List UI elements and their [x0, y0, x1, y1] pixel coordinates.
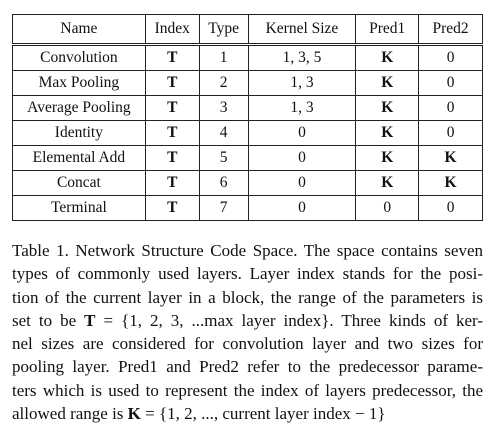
cell-pred2: 0 — [418, 195, 483, 221]
header-index: Index — [144, 14, 200, 46]
cell-kernel-size: 1, 3 — [247, 95, 357, 121]
caption-line: ters which is used to represent the inde… — [12, 380, 483, 400]
cell-index: T — [144, 145, 200, 171]
header-pred1: Pred1 — [355, 14, 420, 46]
table-row: Elemental Add T 5 0 K K — [12, 145, 483, 171]
caption-line: tion of the current layer in a block, th… — [12, 287, 483, 307]
cell-type: 5 — [198, 145, 249, 171]
cell-index: T — [144, 170, 200, 196]
table-row: Convolution T 1 1, 3, 5 K 0 — [12, 44, 483, 71]
table-row: Terminal T 7 0 0 0 — [12, 195, 483, 221]
cell-kernel-size: 0 — [247, 145, 357, 171]
cell-kernel-size: 1, 3 — [247, 70, 357, 96]
header-type: Type — [198, 14, 249, 46]
cell-index: T — [144, 70, 200, 96]
math-symbol-t: T — [84, 310, 96, 330]
cell-kernel-size: 1, 3, 5 — [247, 44, 357, 71]
cell-type: 2 — [198, 70, 249, 96]
cell-kernel-size: 0 — [247, 120, 357, 146]
cell-pred2: 0 — [418, 70, 483, 96]
caption-text: allowed range is — [12, 404, 128, 424]
cell-name: Identity — [12, 120, 146, 146]
cell-pred2: K — [418, 145, 483, 171]
cell-index: T — [144, 195, 200, 221]
cell-name: Max Pooling — [12, 70, 146, 96]
cell-pred1: K — [355, 70, 420, 96]
table-row: Concat T 6 0 K K — [12, 170, 483, 196]
table-row: Identity T 4 0 K 0 — [12, 120, 483, 146]
cell-name: Elemental Add — [12, 145, 146, 171]
caption-line: nel sizes are considered for convolution… — [12, 334, 483, 354]
cell-index: T — [144, 120, 200, 146]
math-symbol-k: K — [127, 404, 141, 424]
caption-line: Table 1. Network Structure Code Space. T… — [12, 241, 483, 260]
cell-pred1: K — [355, 120, 420, 146]
cell-type: 7 — [198, 195, 249, 221]
caption-text: set to be — [12, 310, 85, 330]
cell-pred2: K — [418, 170, 483, 196]
cell-pred1: K — [355, 44, 420, 71]
table-row: Average Pooling T 3 1, 3 K 0 — [12, 95, 483, 121]
cell-pred2: 0 — [418, 44, 483, 71]
table-caption: Table 1. Network Structure Code Space. T… — [12, 239, 483, 425]
code-space-table: Name Index Type Kernel Size Pred1 Pred2 … — [12, 14, 483, 221]
cell-name: Convolution — [12, 44, 146, 71]
cell-pred1: 0 — [355, 195, 420, 221]
caption-line: pooling layer. Pred1 and Pred2 refer to … — [12, 357, 483, 377]
caption-text: = {1, 2, 3, ...max layer index}. Three k… — [95, 310, 484, 330]
cell-pred2: 0 — [418, 120, 483, 146]
cell-type: 1 — [198, 44, 249, 71]
caption-line: allowed range is K = {1, 2, ..., current… — [12, 402, 483, 425]
cell-index: T — [144, 95, 200, 121]
cell-kernel-size: 0 — [247, 170, 357, 196]
header-pred2: Pred2 — [418, 14, 483, 46]
cell-type: 6 — [198, 170, 249, 196]
caption-text: = {1, 2, ..., current layer index − 1} — [140, 404, 386, 424]
header-name: Name — [12, 14, 146, 46]
caption-line: set to be T = {1, 2, 3, ...max layer ind… — [12, 309, 483, 332]
table-header-row: Name Index Type Kernel Size Pred1 Pred2 — [12, 14, 483, 46]
cell-index: T — [144, 44, 200, 71]
cell-name: Average Pooling — [12, 95, 146, 121]
cell-pred1: K — [355, 145, 420, 171]
header-kernel-size: Kernel Size — [247, 14, 357, 46]
cell-type: 4 — [198, 120, 249, 146]
cell-pred2: 0 — [418, 95, 483, 121]
caption-line: types of commonly used layers. Layer ind… — [12, 264, 483, 284]
cell-name: Concat — [12, 170, 146, 196]
table-row: Max Pooling T 2 1, 3 K 0 — [12, 70, 483, 96]
cell-name: Terminal — [12, 195, 146, 221]
cell-type: 3 — [198, 95, 249, 121]
cell-kernel-size: 0 — [247, 195, 357, 221]
cell-pred1: K — [355, 170, 420, 196]
cell-pred1: K — [355, 95, 420, 121]
